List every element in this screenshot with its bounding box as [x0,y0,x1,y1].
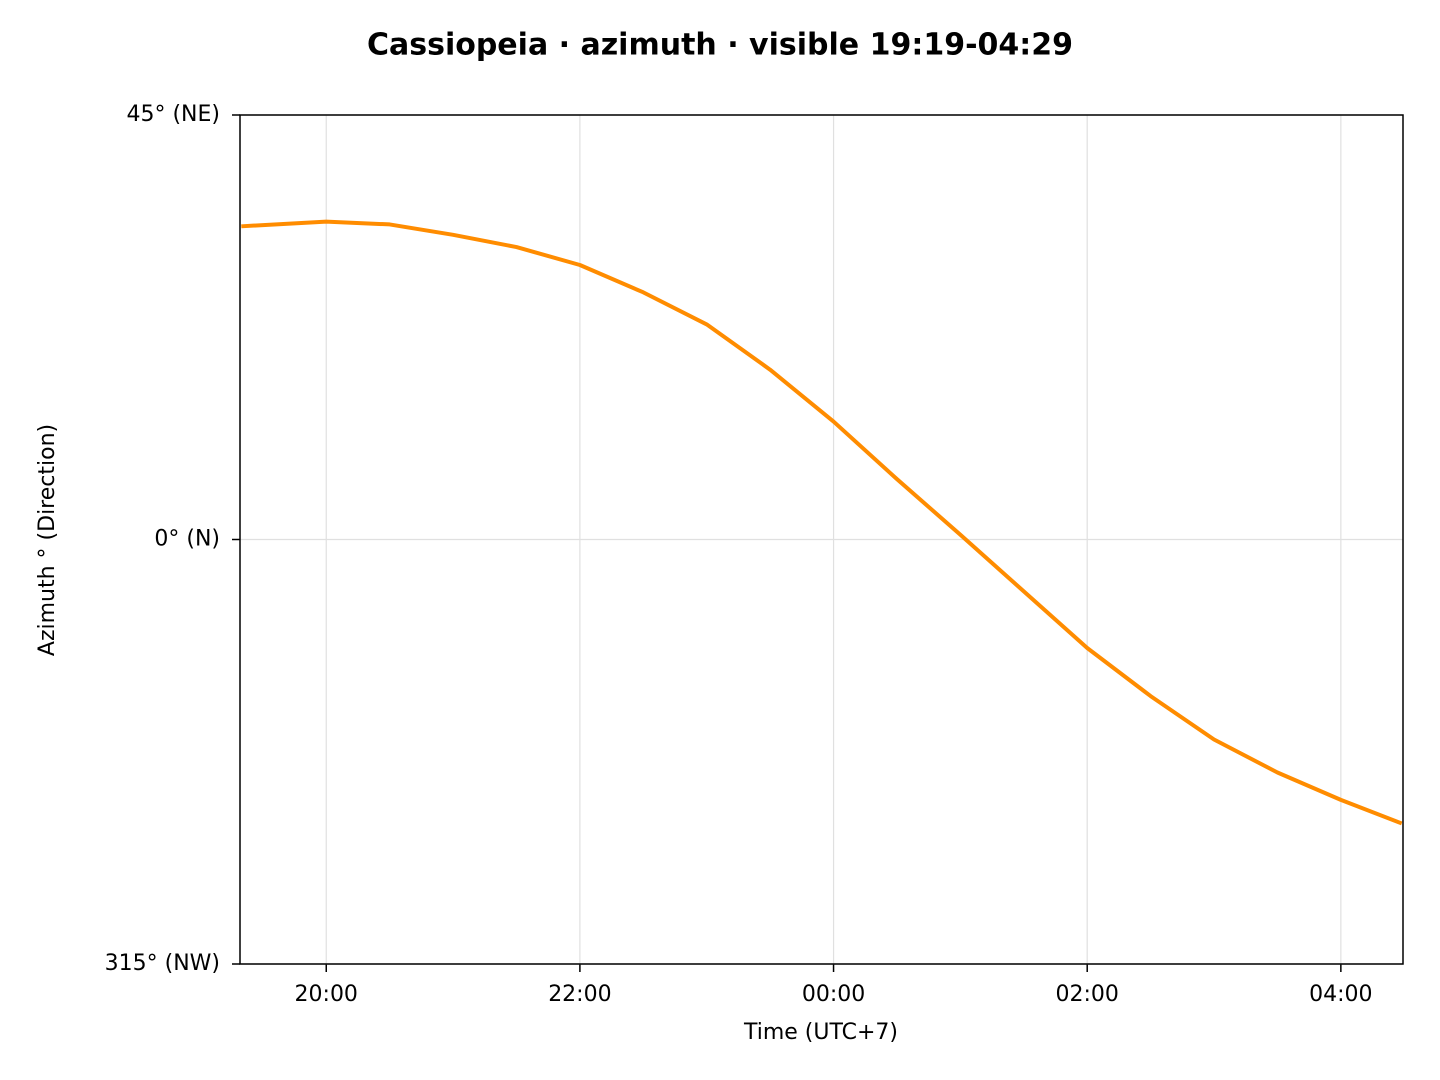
x-tick-label: 04:00 [1309,982,1372,1007]
x-tick-label: 00:00 [802,982,865,1007]
chart-title: Cassiopeia · azimuth · visible 19:19-04:… [367,28,1073,63]
y-axis-label: Azimuth ° (Direction) [35,424,60,656]
x-tick-label: 20:00 [295,982,358,1007]
x-axis-label: Time (UTC+7) [743,1020,898,1045]
x-tick-label: 22:00 [548,982,611,1007]
plot-area: 20:00 22:00 00:00 02:00 04:00 315° (NW) 0° (N)… [105,102,1403,1007]
y-tick-label: 315° (NW) [105,951,220,976]
y-tick-label: 45° (NE) [126,102,220,127]
y-tick-label: 0° (N) [154,527,220,552]
data-line [241,219,1403,826]
x-tick-label: 02:00 [1055,982,1118,1007]
axes-frame [239,114,1404,965]
